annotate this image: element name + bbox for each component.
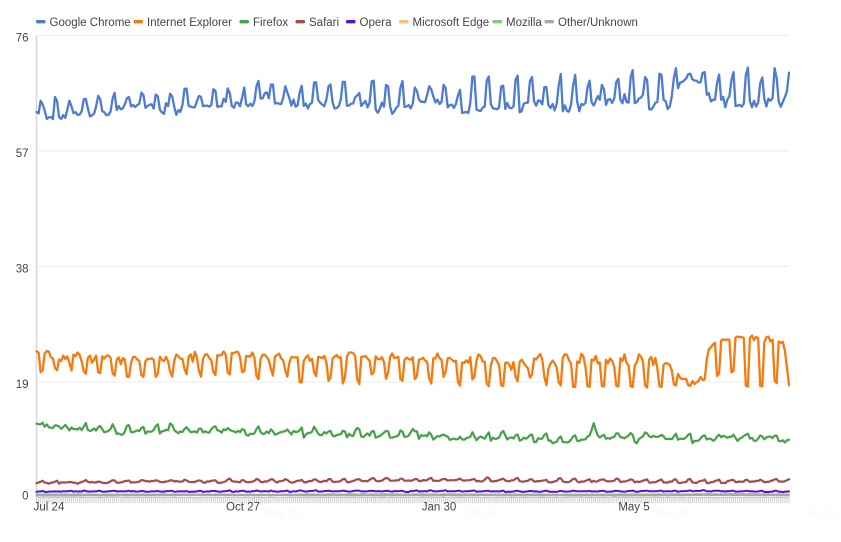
svg-text:May 5: May 5 xyxy=(618,502,649,514)
svg-text:Opera: Opera xyxy=(360,17,393,29)
svg-text:Other/Unknown: Other/Unknown xyxy=(558,17,638,29)
svg-text:57: 57 xyxy=(16,148,29,160)
svg-text:Internet Explorer: Internet Explorer xyxy=(147,17,232,29)
svg-text:19: 19 xyxy=(16,379,29,391)
svg-text:May 22: May 22 xyxy=(655,507,690,519)
svg-text:. .: . . xyxy=(66,507,75,519)
svg-text:Nov 15: Nov 15 xyxy=(265,507,298,519)
svg-text:Firefox: Firefox xyxy=(253,17,288,29)
svg-text:Oct 27: Oct 27 xyxy=(226,502,260,514)
svg-text:0: 0 xyxy=(22,491,28,503)
svg-text:Mozilla: Mozilla xyxy=(506,17,542,29)
svg-text:Jan 30: Jan 30 xyxy=(422,502,457,514)
svg-text:Safari: Safari xyxy=(309,17,339,29)
svg-text:Google Chrome: Google Chrome xyxy=(50,17,131,29)
svg-text:Jul 24: Jul 24 xyxy=(34,502,65,514)
svg-text:76: 76 xyxy=(16,33,29,45)
svg-text:38: 38 xyxy=(16,264,29,276)
svg-text:Feb 14: Feb 14 xyxy=(466,507,499,519)
svg-text:Jul 31: Jul 31 xyxy=(808,507,836,519)
svg-text:.: . xyxy=(99,507,102,519)
svg-text:Microsoft Edge: Microsoft Edge xyxy=(413,17,490,29)
